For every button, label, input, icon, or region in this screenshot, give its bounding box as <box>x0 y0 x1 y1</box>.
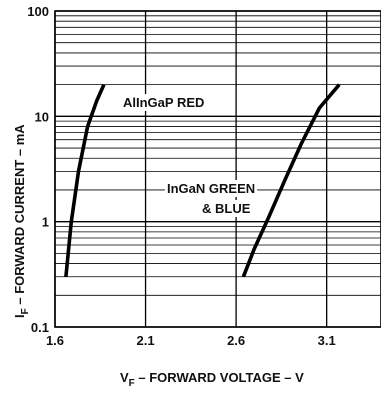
series-curve-1 <box>241 83 341 278</box>
x-tick-label: 2.6 <box>227 333 245 348</box>
annotation-red: AlInGaP RED <box>123 95 204 110</box>
annotation-backing <box>121 94 207 111</box>
y-axis-label: IF – FORWARD CURRENT – mA <box>12 124 31 318</box>
x-axis-label-rest: – FORWARD VOLTAGE – V <box>135 370 304 385</box>
series-layer <box>64 83 341 278</box>
series-curve-0 <box>64 83 106 277</box>
y-axis-label-sub: F <box>20 308 31 314</box>
annotation-green-blue-line2: & BLUE <box>202 201 251 216</box>
x-tick-label: 1.6 <box>46 333 64 348</box>
x-tick-label: 2.1 <box>137 333 155 348</box>
x-axis-label-sub: F <box>129 378 135 389</box>
y-tick-label: 100 <box>27 4 49 19</box>
minor-grid <box>55 15 381 296</box>
major-grid <box>54 10 381 328</box>
annotation-green-blue-line1: InGaN GREEN <box>167 181 255 196</box>
plot-frame <box>54 10 381 328</box>
annotation-backing <box>200 200 253 217</box>
y-axis-label-rest: – FORWARD CURRENT – mA <box>12 124 27 309</box>
x-tick-label: 3.1 <box>318 333 336 348</box>
annotation-backing <box>165 180 258 197</box>
tick-labels: 0.1 1 10 100 1.6 2.1 2.6 3.1 <box>27 4 335 348</box>
x-axis-label-main: V <box>120 370 129 385</box>
x-axis-label: VF – FORWARD VOLTAGE – V <box>120 370 304 389</box>
y-tick-label: 10 <box>35 109 49 124</box>
y-tick-label: 1 <box>42 215 49 230</box>
y-tick-label: 0.1 <box>31 320 49 335</box>
y-axis-label-main: I <box>12 314 27 318</box>
